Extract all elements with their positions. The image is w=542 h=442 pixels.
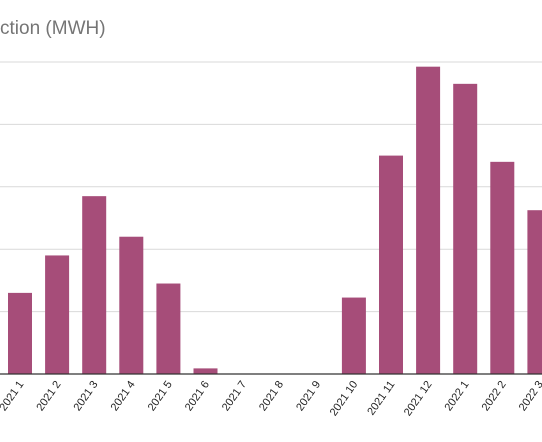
bar bbox=[82, 196, 107, 374]
x-tick-label: 2021 5 bbox=[146, 379, 175, 413]
bar bbox=[8, 292, 32, 374]
bar bbox=[193, 368, 218, 374]
chart-title: ction (MWH) bbox=[0, 18, 106, 39]
x-tick-label: 2021 1 bbox=[0, 379, 26, 413]
x-tick-label: 2021 11 bbox=[365, 379, 397, 418]
bar bbox=[119, 236, 144, 374]
x-tick-label: 2021 8 bbox=[257, 379, 286, 413]
bar bbox=[379, 155, 403, 374]
bar bbox=[156, 283, 181, 374]
gridlines bbox=[0, 61, 542, 313]
x-tick-label: 2021 12 bbox=[402, 379, 435, 418]
bar bbox=[527, 210, 542, 374]
bar bbox=[416, 66, 441, 375]
x-tick-label: 2022 2 bbox=[480, 379, 509, 413]
bar bbox=[45, 255, 70, 374]
x-tick-labels: 2021 1 2021 2 2021 3 2021 4 2021 5 2021 6 2021… bbox=[0, 379, 542, 418]
bar bbox=[341, 297, 366, 374]
bars bbox=[8, 66, 542, 375]
x-tick-label: 2021 7 bbox=[220, 379, 249, 413]
x-tick-label: 2021 6 bbox=[183, 379, 212, 413]
bar bbox=[490, 161, 515, 374]
x-tick-label: 2021 2 bbox=[34, 379, 63, 413]
x-tick-label: 2021 10 bbox=[328, 379, 361, 418]
x-tick-label: 2022 3 bbox=[517, 379, 542, 413]
x-tick-label: 2022 1 bbox=[443, 379, 472, 413]
x-tick-label: 2021 9 bbox=[294, 379, 323, 413]
x-tick-label: 2021 4 bbox=[109, 379, 138, 413]
bar bbox=[453, 83, 478, 374]
x-tick-label: 2021 3 bbox=[72, 379, 101, 413]
